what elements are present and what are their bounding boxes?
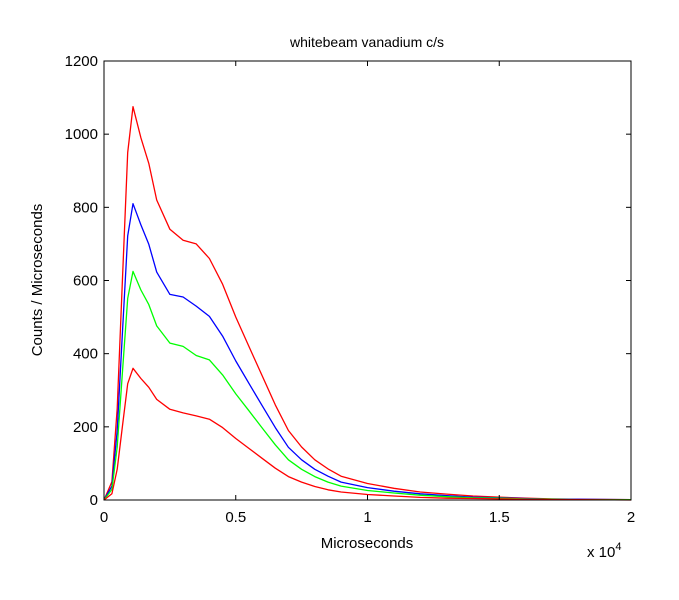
line-series-4 — [103, 367, 632, 501]
axis-ticks: 0 0.5 1 1.5 2 0 200 400 600 800 1000 1200 — [65, 53, 636, 526]
x-tick-label: 2 — [627, 509, 635, 526]
x-multiplier-exp: 4 — [615, 541, 621, 553]
line-series-1 — [103, 106, 632, 501]
line-series-2 — [103, 203, 632, 501]
y-axis-label: Counts / Microseconds — [29, 204, 46, 357]
y-tick-label: 600 — [73, 273, 98, 290]
y-tick-label: 1000 — [65, 126, 98, 143]
line-series-3 — [103, 270, 631, 501]
x-multiplier-base: x 10 — [587, 544, 615, 561]
series-lines — [103, 106, 632, 501]
x-tick-label: 0.5 — [225, 509, 246, 526]
chart-title: whitebeam vanadium c/s — [289, 34, 444, 50]
y-tick-label: 0 — [90, 492, 98, 509]
x-multiplier: x 104 — [587, 541, 621, 561]
y-tick-label: 800 — [73, 199, 98, 216]
y-tick-label: 400 — [73, 346, 98, 363]
x-tick-label: 0 — [100, 509, 108, 526]
y-tick-label: 1200 — [65, 53, 98, 70]
y-tick-label: 200 — [73, 419, 98, 436]
x-tick-label: 1.5 — [489, 509, 510, 526]
x-axis-label: Microseconds — [321, 535, 414, 552]
x-tick-label: 1 — [363, 509, 371, 526]
